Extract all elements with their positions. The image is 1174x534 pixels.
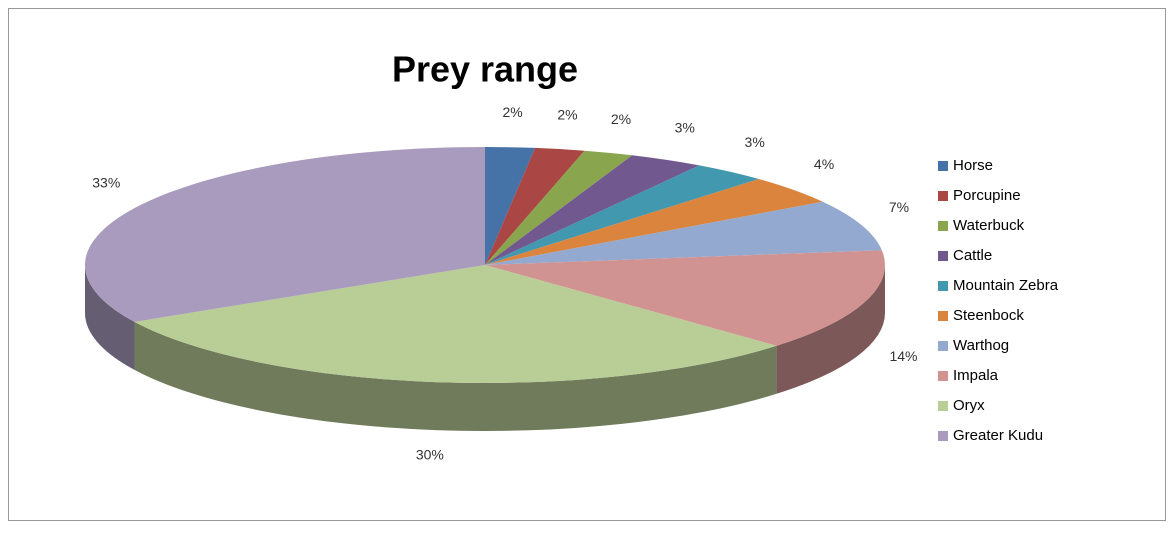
slice <box>485 201 882 265</box>
legend-label: Warthog <box>953 337 1009 354</box>
legend-swatch <box>938 281 948 291</box>
slice-side <box>85 265 135 370</box>
legend-label: Porcupine <box>953 187 1021 204</box>
data-label: 2% <box>557 106 577 122</box>
data-label: 33% <box>92 174 120 190</box>
legend-label: Cattle <box>953 247 992 264</box>
legend-label: Mountain Zebra <box>953 277 1059 294</box>
data-label: 3% <box>745 134 765 150</box>
slice <box>485 165 759 265</box>
data-label: 3% <box>675 119 695 135</box>
legend-swatch <box>938 191 948 201</box>
slice <box>485 250 885 346</box>
slice-side <box>134 321 777 431</box>
legend-label: Horse <box>953 157 993 174</box>
data-label: 7% <box>889 199 909 215</box>
slice <box>485 147 585 265</box>
slice-side <box>776 265 885 394</box>
data-label: 2% <box>611 111 631 127</box>
legend-swatch <box>938 221 948 231</box>
legend-swatch <box>938 401 948 411</box>
legend-label: Greater Kudu <box>953 427 1043 444</box>
slice <box>485 155 700 265</box>
legend-swatch <box>938 161 948 171</box>
legend-label: Steenbock <box>953 307 1024 324</box>
legend-swatch <box>938 341 948 351</box>
chart-title: Prey range <box>392 49 578 90</box>
data-label: 4% <box>814 156 834 172</box>
slice <box>134 265 777 383</box>
data-label: 30% <box>416 447 444 463</box>
slice <box>84 147 486 322</box>
legend-label: Waterbuck <box>953 217 1025 234</box>
legend-swatch <box>938 371 948 381</box>
data-label: 2% <box>503 104 523 120</box>
legend-label: Impala <box>953 367 999 384</box>
slice <box>485 150 633 265</box>
slice <box>485 178 823 265</box>
slice <box>485 147 536 265</box>
legend-swatch <box>938 311 948 321</box>
legend-swatch <box>938 251 948 261</box>
legend-label: Oryx <box>953 397 985 414</box>
legend-swatch <box>938 431 948 441</box>
data-label: 14% <box>889 348 917 364</box>
